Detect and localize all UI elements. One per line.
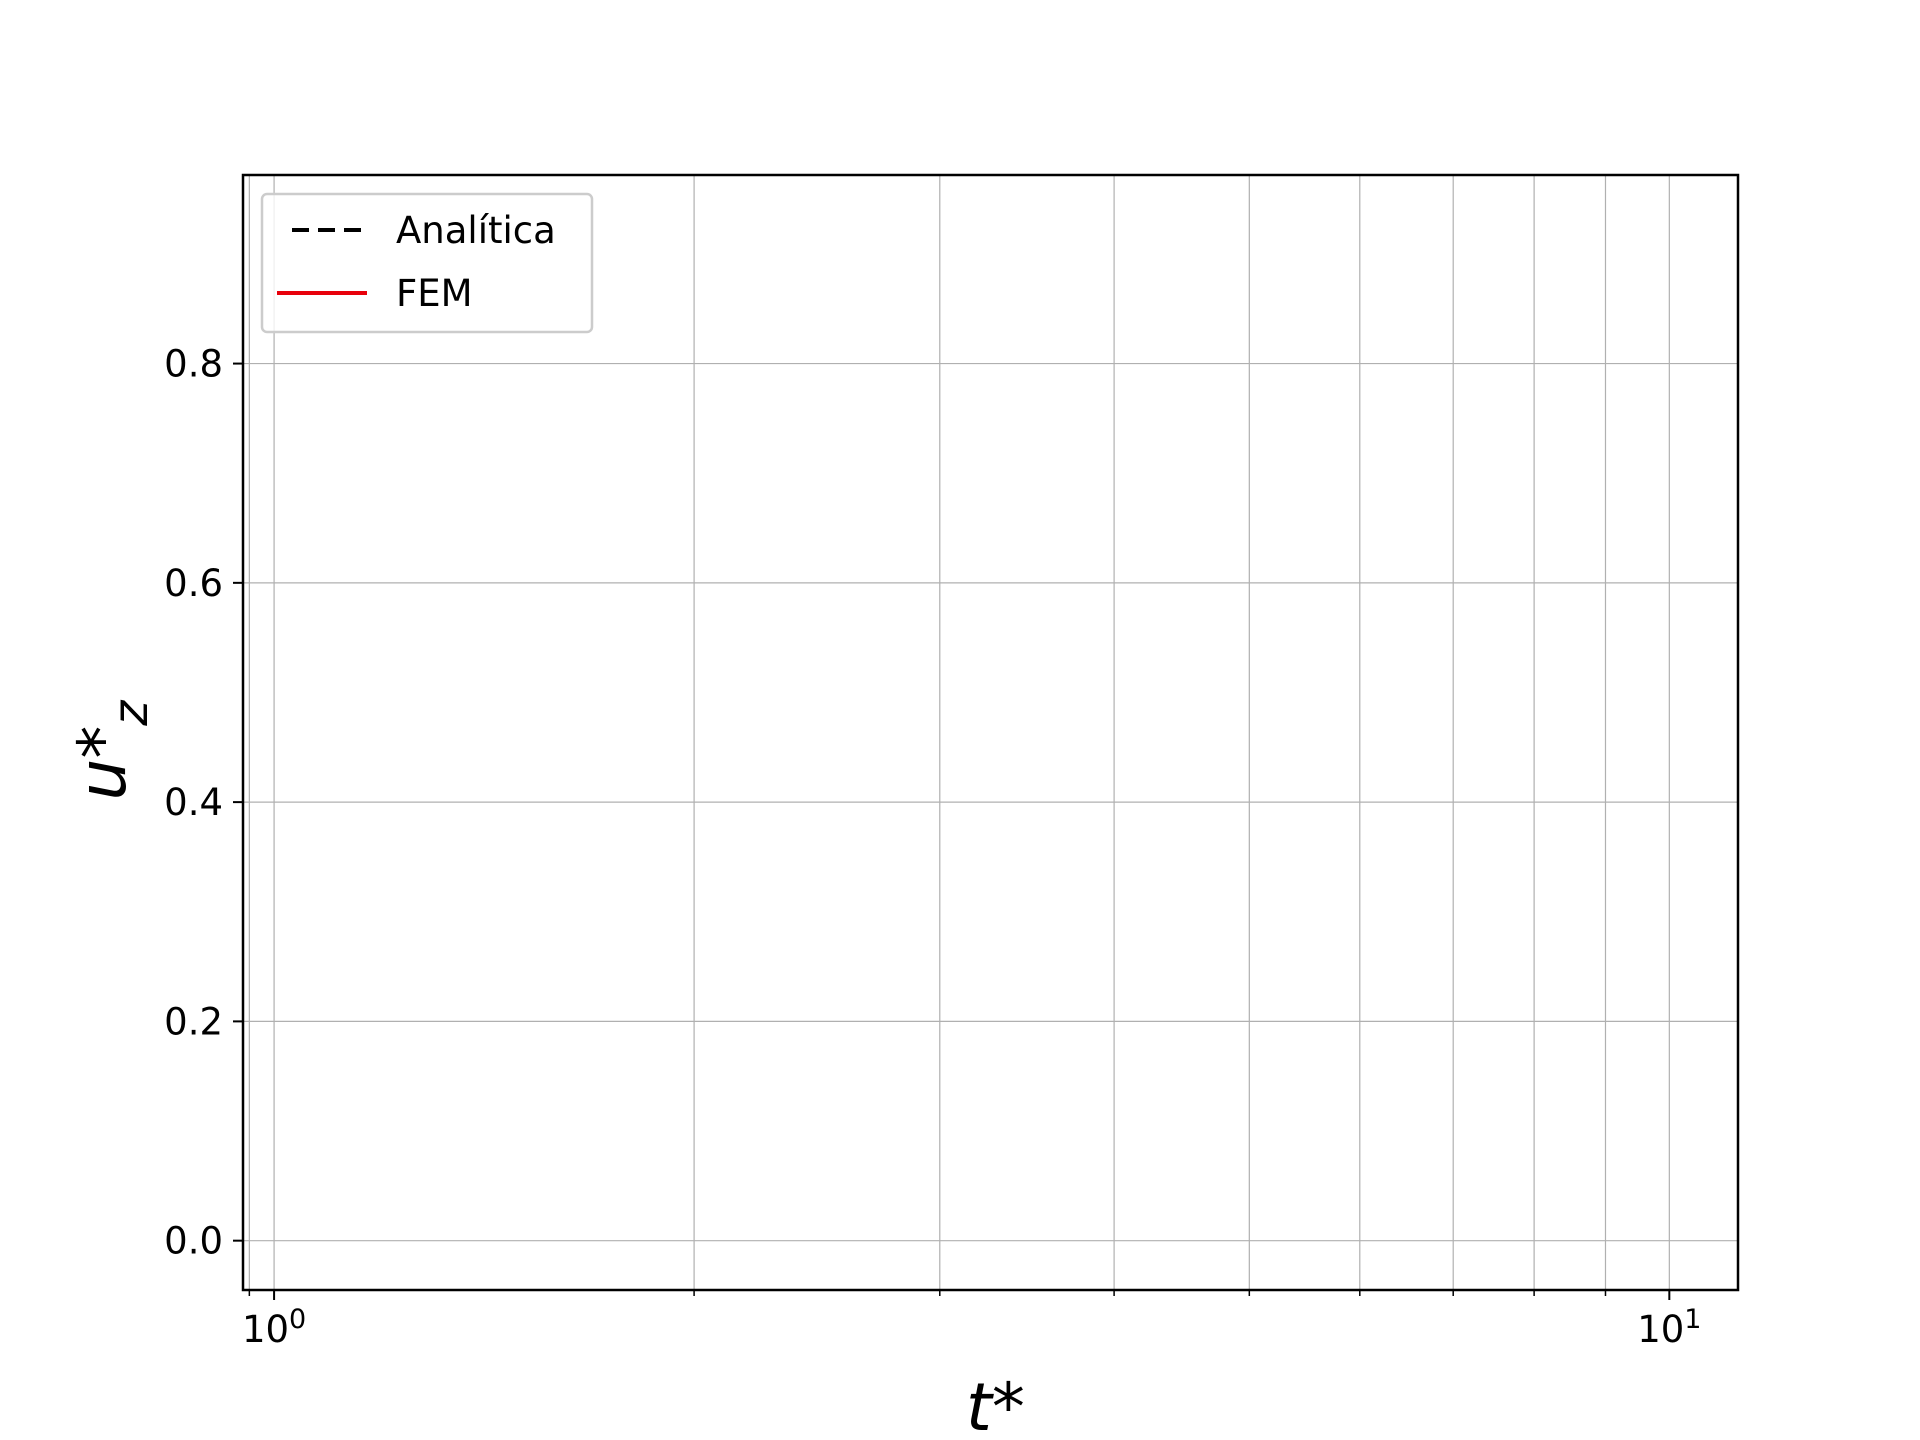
svg-text:u*z: u*z — [64, 699, 159, 801]
y-axis-title: u*z — [64, 699, 159, 801]
legend-item: FEM — [277, 272, 473, 315]
legend-label: Analítica — [396, 209, 556, 252]
legend-item: Analítica — [292, 209, 556, 252]
legend-label: FEM — [396, 272, 473, 315]
y-tick-label: 0.6 — [164, 562, 223, 605]
legend: Analítica FEM — [260, 192, 594, 334]
x-axis-title: t* — [966, 1369, 1025, 1440]
y-axis-title-main: u* — [64, 726, 141, 801]
y-tick-label: 0.2 — [164, 1000, 223, 1043]
axis-ticks: 100 101 0.0 0.2 0.4 0.6 0.8 — [164, 343, 1701, 1351]
x-tick-label: 100 — [242, 1304, 306, 1351]
y-tick-label: 0.8 — [164, 343, 223, 386]
y-tick-label: 0.4 — [164, 781, 223, 824]
grid-lines — [243, 175, 1738, 1290]
plot-area-frame — [241, 173, 1740, 1292]
y-tick-label: 0.0 — [164, 1220, 223, 1263]
y-axis-title-subscript: z — [103, 699, 159, 727]
x-tick-label: 101 — [1637, 1304, 1701, 1351]
